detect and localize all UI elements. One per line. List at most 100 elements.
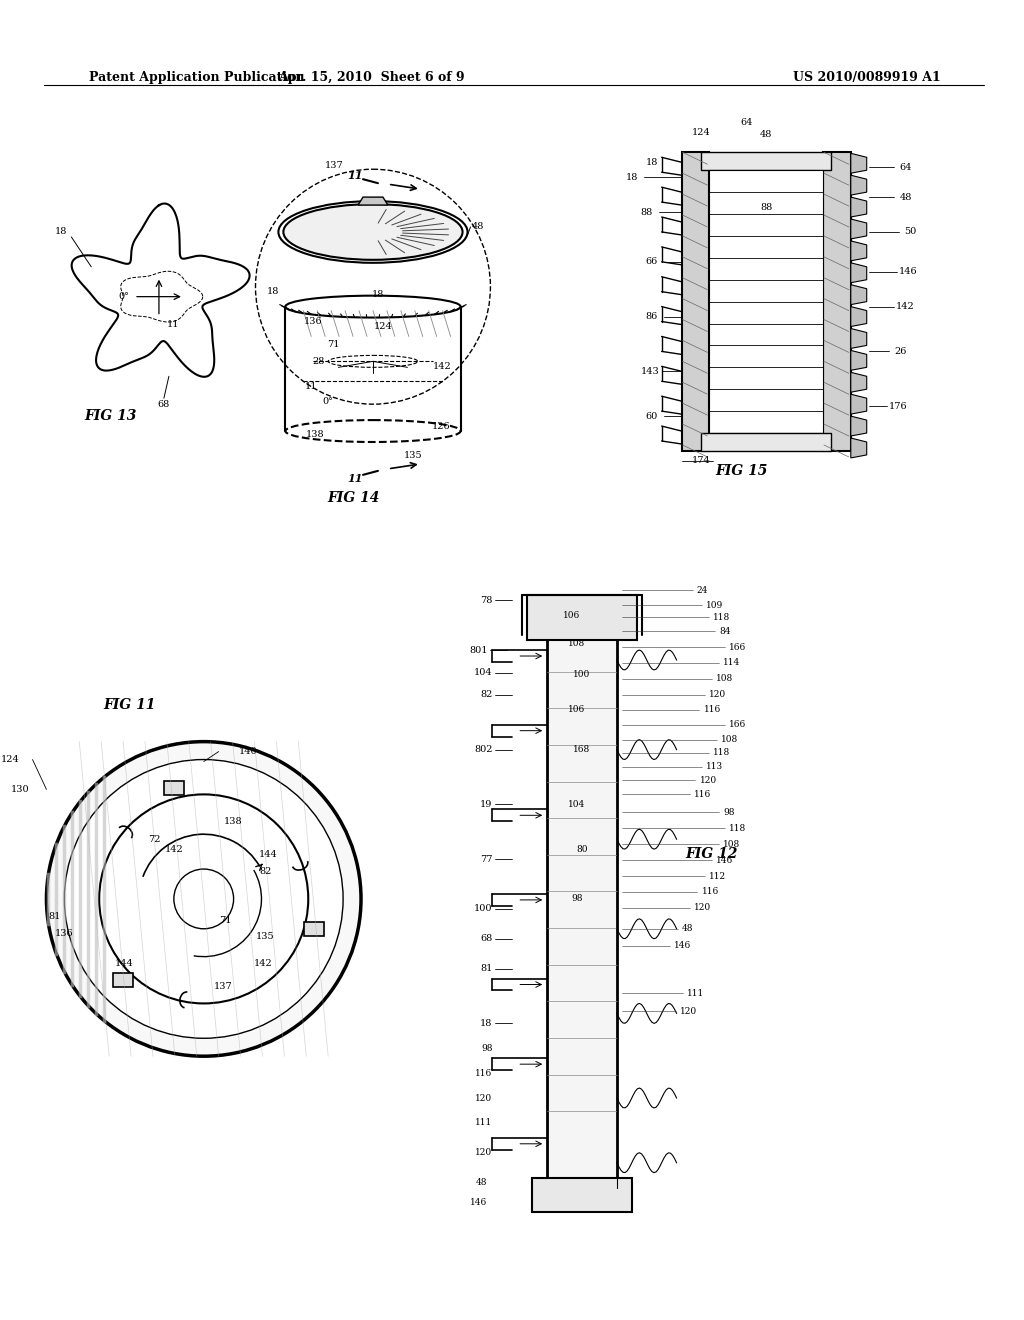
Text: 116: 116 bbox=[701, 887, 719, 896]
Text: 19: 19 bbox=[480, 800, 493, 809]
Text: 18: 18 bbox=[267, 288, 280, 296]
Text: 118: 118 bbox=[729, 824, 746, 833]
Text: 801: 801 bbox=[469, 645, 487, 655]
Text: 80: 80 bbox=[577, 845, 588, 854]
Polygon shape bbox=[851, 438, 866, 458]
Text: 88: 88 bbox=[641, 207, 653, 216]
Text: 118: 118 bbox=[714, 612, 731, 622]
Text: 124: 124 bbox=[374, 322, 392, 331]
Text: 120: 120 bbox=[699, 776, 717, 785]
Polygon shape bbox=[851, 350, 866, 371]
Bar bbox=[527, 595, 637, 640]
Text: 98: 98 bbox=[571, 895, 583, 903]
Polygon shape bbox=[851, 197, 866, 216]
Text: 71: 71 bbox=[219, 916, 231, 925]
Bar bbox=[710, 170, 823, 433]
Text: 113: 113 bbox=[707, 762, 724, 771]
Text: 108: 108 bbox=[568, 639, 586, 648]
Text: 106: 106 bbox=[563, 611, 581, 619]
Polygon shape bbox=[851, 153, 866, 173]
Text: 68: 68 bbox=[480, 935, 493, 944]
Text: 18: 18 bbox=[645, 158, 657, 166]
Text: Apr. 15, 2010  Sheet 6 of 9: Apr. 15, 2010 Sheet 6 of 9 bbox=[278, 71, 464, 83]
Text: FIG 12: FIG 12 bbox=[685, 847, 737, 861]
Polygon shape bbox=[851, 176, 866, 195]
Text: 26: 26 bbox=[894, 347, 906, 356]
Text: 111: 111 bbox=[475, 1118, 493, 1127]
Text: 88: 88 bbox=[760, 202, 772, 211]
Text: 48: 48 bbox=[899, 193, 911, 202]
Text: 82: 82 bbox=[259, 866, 271, 875]
Text: 146: 146 bbox=[899, 267, 918, 276]
Text: 68: 68 bbox=[158, 400, 170, 409]
Text: 18: 18 bbox=[372, 290, 384, 300]
Polygon shape bbox=[851, 263, 866, 282]
Text: US 2010/0089919 A1: US 2010/0089919 A1 bbox=[793, 71, 940, 83]
Polygon shape bbox=[851, 372, 866, 392]
Bar bbox=[823, 152, 851, 451]
FancyBboxPatch shape bbox=[164, 781, 184, 796]
Text: 71: 71 bbox=[327, 341, 339, 348]
Text: 111: 111 bbox=[686, 989, 703, 998]
Text: 143: 143 bbox=[640, 367, 659, 376]
Text: 166: 166 bbox=[729, 721, 746, 729]
Text: 18: 18 bbox=[480, 1019, 493, 1028]
Text: 146: 146 bbox=[470, 1199, 487, 1206]
Bar bbox=[547, 635, 616, 1183]
Text: 120: 120 bbox=[710, 690, 727, 700]
Bar bbox=[532, 1177, 632, 1213]
Text: 120: 120 bbox=[693, 903, 711, 912]
Text: 144: 144 bbox=[259, 850, 278, 858]
Text: 140: 140 bbox=[240, 747, 258, 756]
Text: 136: 136 bbox=[55, 929, 74, 939]
Polygon shape bbox=[851, 306, 866, 326]
Text: 137: 137 bbox=[214, 982, 233, 991]
Text: 72: 72 bbox=[147, 834, 160, 843]
Text: 100: 100 bbox=[573, 671, 591, 680]
Text: 142: 142 bbox=[254, 960, 272, 968]
Text: 50: 50 bbox=[904, 227, 916, 236]
Text: 118: 118 bbox=[714, 748, 731, 758]
Polygon shape bbox=[851, 285, 866, 305]
Text: 82: 82 bbox=[480, 690, 493, 700]
Text: 176: 176 bbox=[889, 401, 908, 411]
FancyBboxPatch shape bbox=[304, 921, 325, 936]
Text: 136: 136 bbox=[304, 317, 323, 326]
Bar bbox=[701, 433, 830, 451]
Text: 130: 130 bbox=[11, 785, 30, 793]
Text: 81: 81 bbox=[480, 964, 493, 973]
Polygon shape bbox=[358, 197, 388, 205]
Text: 11: 11 bbox=[347, 474, 362, 484]
Text: 142: 142 bbox=[433, 362, 452, 371]
Text: 135: 135 bbox=[256, 932, 274, 941]
Text: 11: 11 bbox=[347, 170, 362, 181]
Text: 48: 48 bbox=[760, 129, 772, 139]
Text: FIG 14: FIG 14 bbox=[327, 491, 379, 504]
Text: 28: 28 bbox=[312, 356, 325, 366]
Text: 120: 120 bbox=[680, 1007, 696, 1016]
Text: 116: 116 bbox=[475, 1069, 493, 1077]
Text: 48: 48 bbox=[682, 924, 693, 933]
Ellipse shape bbox=[284, 205, 463, 260]
Text: 174: 174 bbox=[692, 457, 711, 466]
Text: 78: 78 bbox=[480, 595, 493, 605]
Polygon shape bbox=[851, 219, 866, 239]
Text: 120: 120 bbox=[475, 1093, 493, 1102]
Text: 104: 104 bbox=[474, 668, 493, 677]
Text: 126: 126 bbox=[431, 421, 450, 430]
Text: 98: 98 bbox=[481, 1044, 493, 1053]
Text: 146: 146 bbox=[674, 941, 691, 950]
Text: 11: 11 bbox=[305, 381, 317, 391]
Text: 116: 116 bbox=[693, 789, 711, 799]
Polygon shape bbox=[851, 416, 866, 436]
Text: FIG 11: FIG 11 bbox=[102, 698, 156, 711]
Text: 108: 108 bbox=[723, 840, 740, 849]
Text: 86: 86 bbox=[645, 312, 657, 321]
Text: 77: 77 bbox=[480, 854, 493, 863]
Text: 84: 84 bbox=[720, 627, 731, 636]
Text: 24: 24 bbox=[696, 586, 708, 595]
Text: 18: 18 bbox=[626, 173, 638, 182]
Text: 802: 802 bbox=[474, 744, 493, 754]
Text: 124: 124 bbox=[1, 755, 19, 764]
Text: 0°: 0° bbox=[323, 397, 334, 405]
